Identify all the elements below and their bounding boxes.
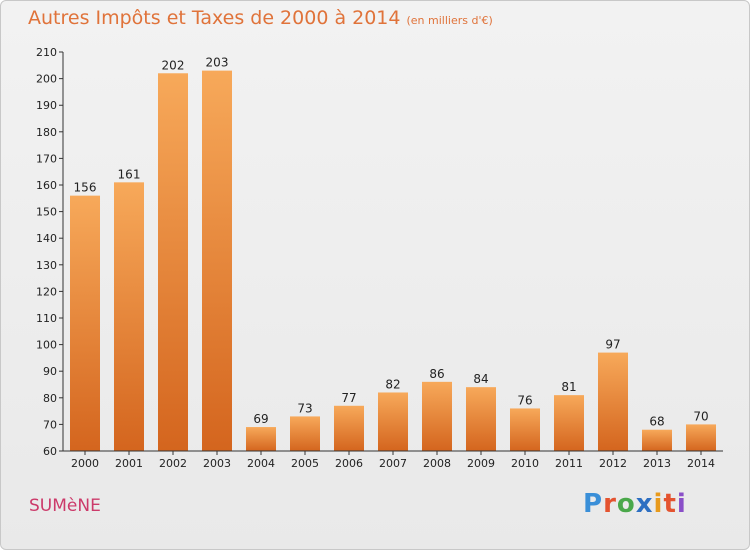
x-tick-label-2008: 2008: [423, 457, 451, 470]
logo-letter: t: [663, 489, 677, 519]
x-tick-label-2003: 2003: [203, 457, 231, 470]
logo-letter: x: [635, 489, 654, 519]
data-label-2012: 97: [605, 338, 620, 352]
bar-2013: [642, 429, 672, 451]
y-tick-label: 60: [43, 445, 57, 458]
data-label-2003: 203: [206, 56, 229, 70]
town-name: SUMèNE: [29, 496, 101, 516]
data-label-2002: 202: [162, 58, 185, 72]
x-tick-label-2005: 2005: [291, 457, 319, 470]
logo-letter: o: [616, 489, 636, 519]
x-tick-label-2004: 2004: [247, 457, 275, 470]
logo-letter: i: [653, 489, 664, 519]
y-tick-label: 130: [36, 259, 57, 272]
bar-2008: [422, 381, 452, 451]
x-tick-label-2014: 2014: [687, 457, 715, 470]
data-label-2001: 161: [118, 167, 141, 181]
data-label-2006: 77: [341, 391, 356, 405]
x-tick-label-2002: 2002: [159, 457, 187, 470]
y-tick-label: 100: [36, 339, 57, 352]
x-tick-label-2011: 2011: [555, 457, 583, 470]
data-label-2008: 86: [429, 367, 444, 381]
bar-2003: [202, 70, 232, 452]
data-label-2004: 69: [253, 412, 268, 426]
x-tick-label-2013: 2013: [643, 457, 671, 470]
y-tick-label: 120: [36, 285, 57, 298]
bar-2012: [598, 352, 628, 451]
y-tick-label: 140: [36, 232, 57, 245]
y-tick-label: 170: [36, 152, 57, 165]
bar-2005: [290, 416, 320, 451]
y-tick-label: 80: [43, 392, 57, 405]
bar-2004: [246, 427, 276, 451]
x-tick-label-2000: 2000: [71, 457, 99, 470]
x-tick-label-2001: 2001: [115, 457, 143, 470]
chart-title: Autres Impôts et Taxes de 2000 à 2014 (en…: [28, 7, 493, 29]
y-tick-label: 150: [36, 206, 57, 219]
y-tick-label: 200: [36, 73, 57, 86]
x-tick-label-2012: 2012: [599, 457, 627, 470]
bar-2006: [334, 405, 364, 451]
x-axis: 2000 2001 2002 2003 2004 2005 2006 2007 2008 2009…: [63, 450, 723, 470]
data-label-2014: 70: [693, 409, 708, 423]
y-tick-label: 190: [36, 99, 57, 112]
y-tick-label: 160: [36, 179, 57, 192]
proxiti-logo: Proxiti: [583, 489, 687, 519]
x-tick-label-2009: 2009: [467, 457, 495, 470]
y-tick-label: 180: [36, 126, 57, 139]
bar-2010: [510, 408, 540, 451]
bar-2007: [378, 392, 408, 451]
data-label-2010: 76: [517, 393, 532, 407]
data-label-2011: 81: [561, 380, 576, 394]
bar-2011: [554, 395, 584, 451]
logo-letter: P: [583, 489, 604, 519]
data-label-2000: 156: [74, 181, 97, 195]
y-tick-label: 110: [36, 312, 57, 325]
chart-title-text: Autres Impôts et Taxes de 2000 à 2014: [28, 7, 401, 29]
y-tick-label: 210: [36, 46, 57, 59]
bar-2014: [686, 424, 716, 451]
logo-letter: r: [603, 489, 617, 519]
bar-2009: [466, 387, 496, 451]
x-tick-label-2006: 2006: [335, 457, 363, 470]
y-axis: 60 70 80 90 100 110 120 130 140 150 160 170 180 190 20…: [36, 46, 64, 458]
data-label-2007: 82: [385, 377, 400, 391]
y-tick-label: 70: [43, 418, 57, 431]
logo-letter: i: [676, 489, 687, 519]
data-label-2005: 73: [297, 401, 312, 415]
y-tick-label: 90: [43, 365, 57, 378]
bar-2001: [114, 182, 144, 451]
x-tick-label-2007: 2007: [379, 457, 407, 470]
data-label-2009: 84: [473, 372, 488, 386]
data-label-2013: 68: [649, 415, 664, 429]
bars: 156 161 202 203 69 73 77 82 86 84 76 81 97 68 70: [70, 56, 716, 452]
chart-unit: (en milliers d'€): [406, 14, 493, 27]
bar-2000: [70, 195, 100, 451]
bar-2002: [158, 73, 188, 451]
x-tick-label-2010: 2010: [511, 457, 539, 470]
